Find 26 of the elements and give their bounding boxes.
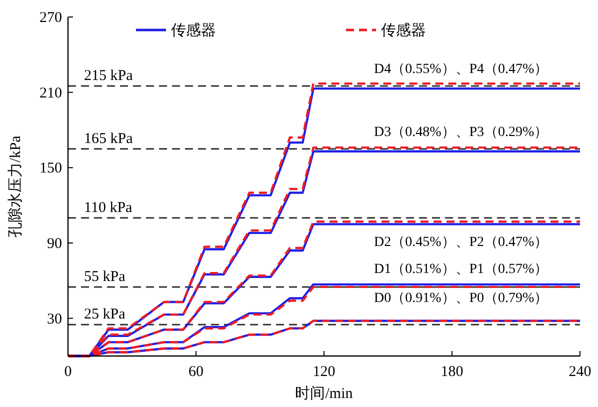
- ref-line-label: 25 kPa: [84, 306, 126, 323]
- y-tick-label: 90: [47, 236, 62, 252]
- x-tick-label: 120: [312, 364, 336, 380]
- ref-line-label: 165 kPa: [84, 130, 134, 147]
- y-tick-label: 150: [40, 160, 62, 177]
- y-axis-title: 孔隙水压力/kPa: [7, 135, 24, 238]
- x-tick-label: 60: [188, 364, 204, 380]
- x-axis-title: 时间/min: [295, 385, 354, 402]
- legend-label: 传感器: [171, 22, 216, 39]
- x-tick-label: 180: [440, 364, 464, 380]
- legend-label: 传感器: [381, 22, 426, 39]
- ref-line: 110 kPa: [68, 200, 580, 219]
- x-tick-label: 0: [64, 364, 72, 380]
- ref-line-label: 55 kPa: [84, 268, 126, 285]
- annotation: D3（0.48%）、P3（0.29%）: [374, 125, 548, 140]
- annotation: D2（0.45%）、P2（0.47%）: [374, 235, 548, 250]
- x-tick-label: 240: [568, 364, 592, 380]
- ref-line-label: 215 kPa: [84, 68, 134, 84]
- annotation: D1（0.51%）、P1（0.57%）: [374, 262, 548, 277]
- y-tick-label: 210: [40, 85, 62, 102]
- ref-line-label: 110 kPa: [84, 200, 133, 216]
- annotation: D4（0.55%）、P4（0.47%）: [374, 62, 548, 77]
- y-tick-label: 30: [47, 311, 62, 328]
- annotation: D0（0.91%）、P0（0.79%）: [374, 291, 548, 306]
- ref-line: 25 kPa: [68, 306, 580, 326]
- y-tick-label: 270: [40, 10, 62, 26]
